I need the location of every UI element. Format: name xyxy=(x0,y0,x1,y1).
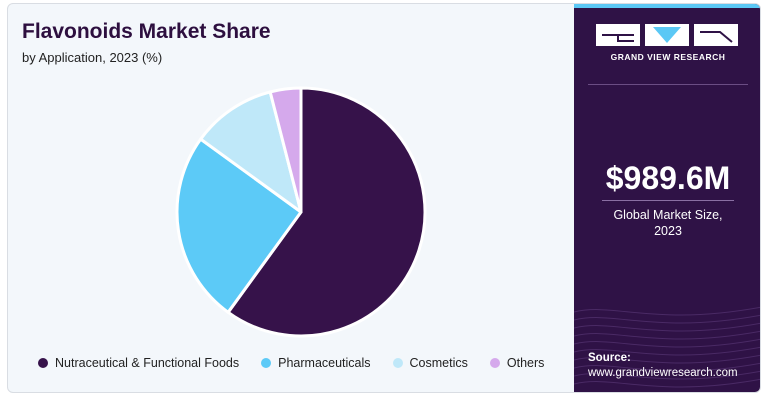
decorative-waves xyxy=(574,306,760,388)
pie-chart xyxy=(175,86,427,338)
legend-item-nutraceutical: Nutraceutical & Functional Foods xyxy=(38,356,239,370)
legend-label: Others xyxy=(506,356,545,370)
legend-item-others: Others xyxy=(489,356,545,370)
chart-title: Flavonoids Market Share xyxy=(22,20,271,43)
divider xyxy=(602,200,734,201)
grand-view-research-logo: GRAND VIEW RESEARCH xyxy=(596,24,740,62)
legend-swatch xyxy=(261,358,272,368)
chart-legend: Nutraceutical & Functional Foods Pharmac… xyxy=(38,356,566,370)
pie-slice-nutraceutical xyxy=(226,86,427,338)
legend-item-pharmaceuticals: Pharmaceuticals xyxy=(261,356,371,370)
market-size-caption-line1: Global Market Size, xyxy=(613,208,723,222)
market-size-value: $989.6M xyxy=(605,160,731,196)
chart-card: Flavonoids Market Share by Application, … xyxy=(7,3,761,393)
pie-slice-pharmaceuticals xyxy=(175,137,303,314)
chart-subtitle: by Application, 2023 (%) xyxy=(22,50,163,65)
chart-panel: Flavonoids Market Share by Application, … xyxy=(8,4,574,392)
logo-text: GRAND VIEW RESEARCH xyxy=(610,52,726,62)
side-panel: GRAND VIEW RESEARCH $989.6M Global Marke… xyxy=(574,4,760,392)
legend-label: Cosmetics xyxy=(409,356,468,370)
logo-mark-icon xyxy=(596,24,740,46)
source-label: Source: xyxy=(588,352,631,364)
legend-label: Pharmaceuticals xyxy=(278,356,371,370)
divider xyxy=(588,84,748,85)
legend-swatch xyxy=(392,358,403,368)
accent-bar xyxy=(574,4,760,8)
market-size-caption-line2: 2023 xyxy=(654,224,682,238)
legend-label: Nutraceutical & Functional Foods xyxy=(55,356,240,370)
pie-slice-cosmetics xyxy=(199,90,303,214)
legend-swatch xyxy=(38,358,48,368)
legend-swatch xyxy=(489,358,500,368)
legend-item-cosmetics: Cosmetics xyxy=(392,356,468,370)
pie-slice-others xyxy=(268,86,303,214)
market-size-caption: Global Market Size, 2023 xyxy=(574,207,760,239)
source-url: www.grandviewresearch.com xyxy=(588,367,738,379)
